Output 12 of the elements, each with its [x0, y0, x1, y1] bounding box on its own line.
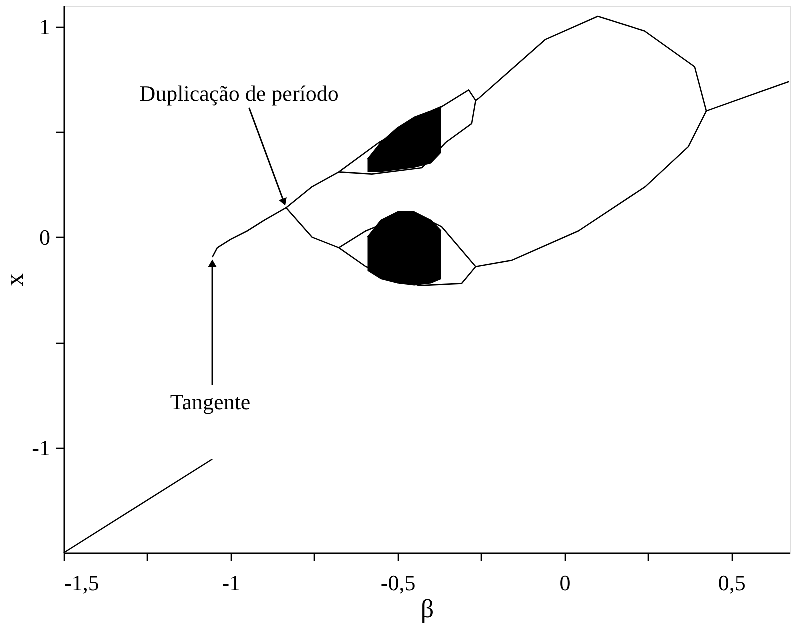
x-tick-label: -0,5	[380, 570, 416, 596]
annotation: Duplicação de período	[140, 80, 339, 106]
x-tick-label: -1	[222, 570, 241, 596]
x-tick-label: -1,5	[64, 570, 100, 596]
x-tick-label: 0	[560, 570, 571, 596]
x-tick-label: 0,5	[718, 570, 746, 596]
y-tick-label: 0	[40, 224, 50, 250]
x-axis-title: β	[420, 594, 434, 624]
y-tick-label: -1	[32, 435, 50, 460]
y-axis-title: x	[0, 274, 30, 286]
y-tick-label: 1	[40, 14, 50, 40]
annotation: Tangente	[170, 389, 251, 414]
